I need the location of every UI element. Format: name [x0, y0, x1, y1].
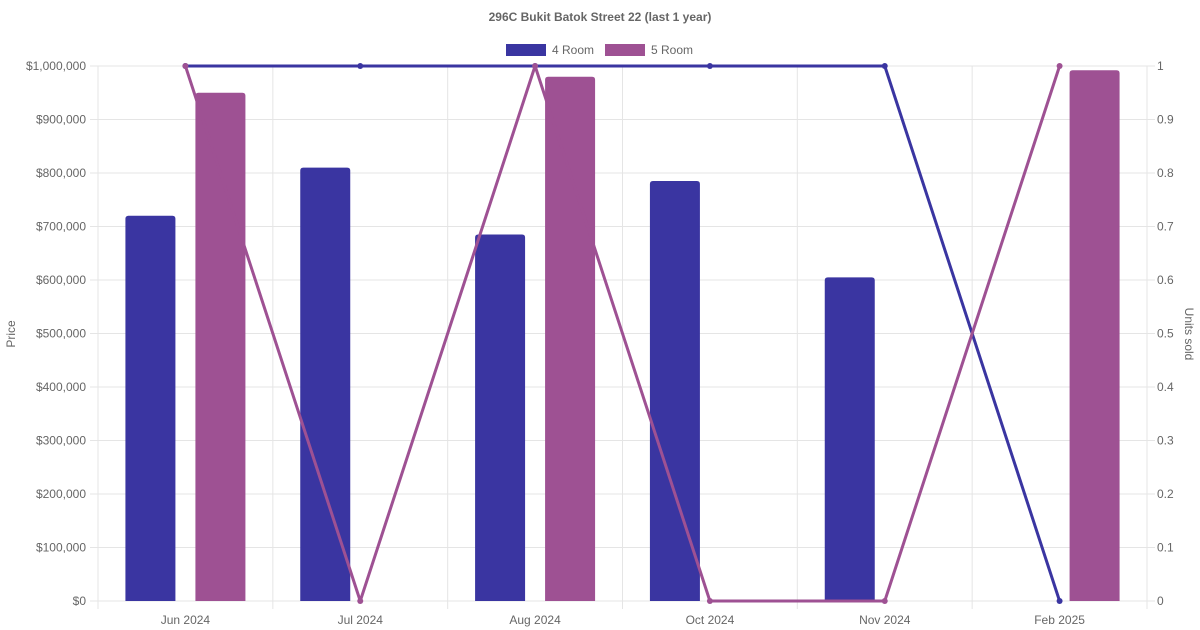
units-point-5-room[interactable] [182, 63, 189, 69]
chart-title: 296C Bukit Batok Street 22 (last 1 year) [489, 10, 712, 24]
x-axis-ticks: Jun 2024 Jul 2024 Aug 2024 Oct 2024 Nov 2024… [161, 613, 1086, 627]
bar-5-room[interactable] [1069, 70, 1120, 601]
x-tick-label: Jun 2024 [161, 613, 211, 627]
y-axis-price-ticks: $0 $100,000 $200,000 $300,000 $400,000 $500,0… [26, 59, 86, 608]
y-tick-label: $0 [73, 594, 87, 608]
bar-4-room[interactable] [125, 215, 176, 602]
y-tick-label: $200,000 [36, 487, 86, 501]
y-axis-units-ticks: 0 0.1 0.2 0.3 0.4 0.5 0.6 0.7 0.8 0.9 1 [1157, 59, 1174, 608]
y-tick-label: $500,000 [36, 327, 86, 341]
y-tick-label: $400,000 [36, 380, 86, 394]
y2-tick-label: 0.5 [1157, 327, 1174, 341]
bar-4-room[interactable] [824, 277, 875, 601]
bar-5-room[interactable] [195, 92, 246, 601]
units-point-5-room[interactable] [881, 598, 888, 604]
legend-swatch-5-room[interactable] [605, 44, 645, 56]
y-tick-label: $600,000 [36, 273, 86, 287]
units-point-5-room[interactable] [706, 598, 713, 604]
y2-tick-label: 0.4 [1157, 380, 1174, 394]
units-point-5-room[interactable] [357, 598, 364, 604]
y2-tick-label: 0.6 [1157, 273, 1174, 287]
legend-swatch-4-room[interactable] [506, 44, 546, 56]
bar-4-room[interactable] [475, 234, 526, 601]
y-tick-label: $800,000 [36, 166, 86, 180]
units-line-5-room [183, 64, 1062, 603]
x-tick-label: Feb 2025 [1034, 613, 1085, 627]
y2-tick-label: 0.2 [1157, 487, 1174, 501]
units-point-4-room[interactable] [1056, 598, 1063, 604]
y-tick-label: $100,000 [36, 541, 86, 555]
legend[interactable]: 4 Room 5 Room [506, 43, 693, 57]
unit-lines [182, 63, 1063, 604]
y2-tick-label: 0.7 [1157, 220, 1174, 234]
legend-label-4-room[interactable]: 4 Room [552, 43, 594, 57]
y-tick-label: $900,000 [36, 113, 86, 127]
units-point-5-room[interactable] [1056, 63, 1063, 69]
y2-tick-label: 0.3 [1157, 434, 1174, 448]
y2-tick-label: 1 [1157, 59, 1164, 73]
units-point-4-room[interactable] [706, 63, 713, 69]
bar-5-room[interactable] [545, 76, 596, 601]
legend-label-5-room[interactable]: 5 Room [651, 43, 693, 57]
y2-tick-label: 0.1 [1157, 541, 1174, 555]
y-tick-label: $700,000 [36, 220, 86, 234]
bar-4-room[interactable] [649, 181, 700, 601]
y-tick-label: $300,000 [36, 434, 86, 448]
x-tick-label: Oct 2024 [686, 613, 735, 627]
y2-tick-label: 0 [1157, 594, 1164, 608]
units-point-4-room[interactable] [357, 63, 364, 69]
x-tick-label: Aug 2024 [509, 613, 561, 627]
y-tick-label: $1,000,000 [26, 59, 86, 73]
y2-tick-label: 0.9 [1157, 113, 1174, 127]
units-point-5-room[interactable] [532, 63, 539, 69]
bar-4-room[interactable] [300, 167, 351, 601]
x-tick-label: Jul 2024 [338, 613, 384, 627]
units-point-4-room[interactable] [881, 63, 888, 69]
y2-tick-label: 0.8 [1157, 166, 1174, 180]
x-tick-label: Nov 2024 [859, 613, 911, 627]
y2-axis-title: Units sold [1182, 308, 1196, 361]
units-line-4-room [185, 64, 1062, 602]
y-axis-title: Price [4, 320, 18, 348]
